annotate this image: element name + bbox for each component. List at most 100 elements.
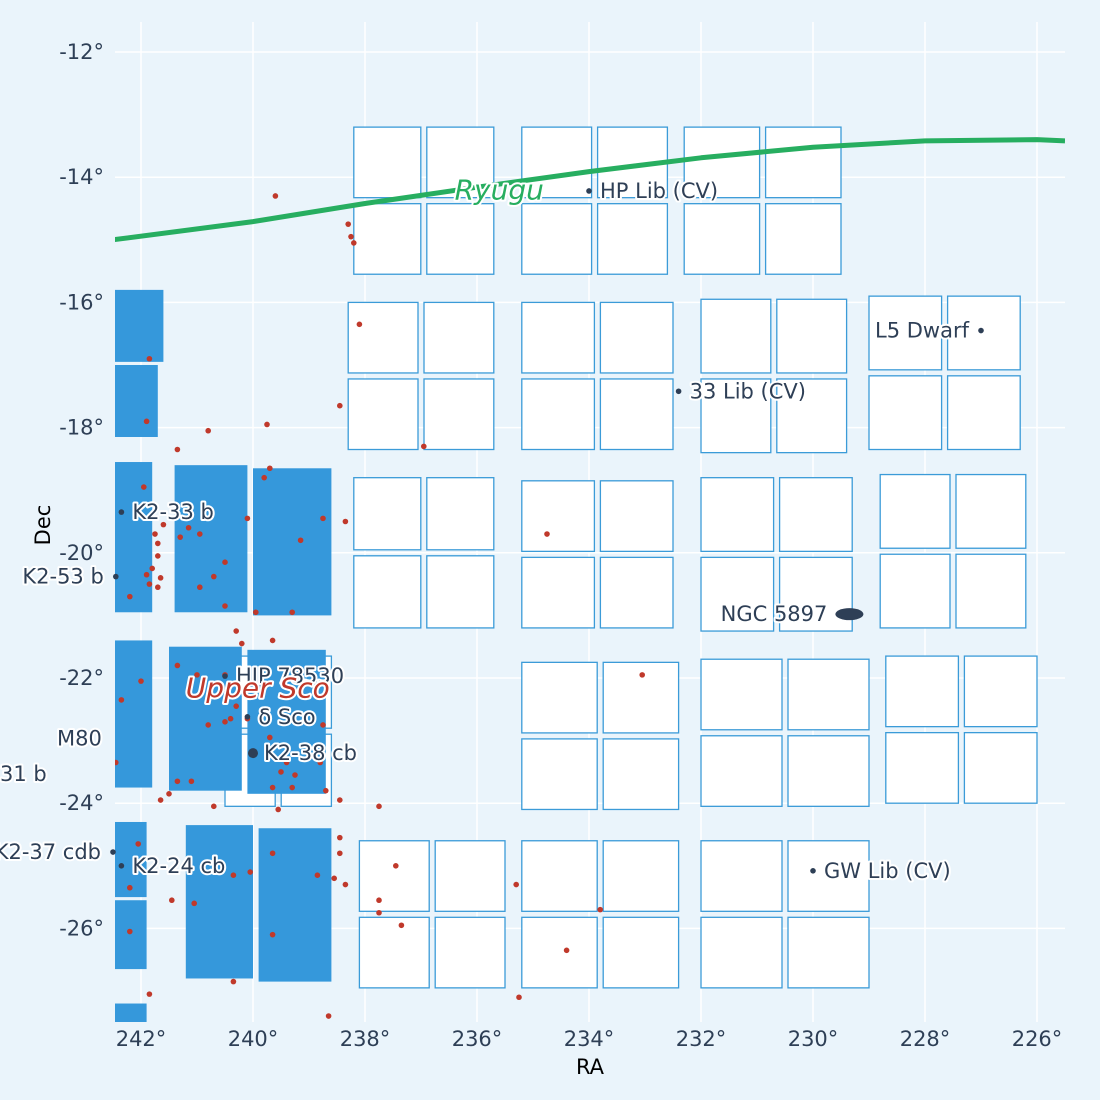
target-label: K2-38 cb <box>264 741 357 765</box>
ccd-outline <box>602 738 680 811</box>
star-point <box>261 474 268 481</box>
camera-field <box>347 301 495 451</box>
star-point <box>177 534 183 540</box>
star-point <box>132 506 139 512</box>
star-point <box>169 897 175 904</box>
star-point <box>143 571 150 578</box>
star-point <box>233 628 239 634</box>
galaxy-label: NGC 5897 <box>721 602 828 626</box>
camera-field <box>700 298 848 454</box>
star-point <box>323 787 329 794</box>
ccd-outline <box>700 735 783 807</box>
star-point <box>421 443 427 450</box>
star-point <box>127 884 133 891</box>
star-point <box>513 881 519 888</box>
region-label: Upper Sco <box>186 671 330 704</box>
star-point <box>244 515 251 522</box>
ccd-filled <box>185 825 253 979</box>
star-point <box>283 759 290 766</box>
star-point <box>314 872 321 878</box>
star-point <box>269 637 276 644</box>
star-point <box>320 515 326 522</box>
ccd-outline <box>879 473 951 549</box>
star-point <box>563 947 570 954</box>
star-point <box>174 778 181 785</box>
star-point <box>149 565 155 572</box>
ccd-outline <box>963 731 1038 804</box>
star-point <box>317 759 324 766</box>
ccd-outline <box>700 556 775 632</box>
target-marker <box>248 748 258 759</box>
target-marker <box>810 868 816 874</box>
star-point <box>205 722 211 728</box>
ccd-filled <box>174 465 248 613</box>
ccd-outline <box>596 203 669 275</box>
ccd-outline <box>599 480 674 553</box>
star-point <box>155 553 161 559</box>
star-point <box>348 233 354 240</box>
star-point <box>115 759 119 766</box>
star-point <box>118 697 125 703</box>
target-label: δ Sco <box>258 705 315 729</box>
ccd-outline <box>787 840 870 912</box>
camera-field <box>700 840 870 989</box>
ccd-outline <box>776 378 848 454</box>
star-point <box>174 662 181 669</box>
ccd-filled <box>115 640 153 788</box>
asteroid-label: Ryugu <box>455 174 544 207</box>
star-point <box>188 778 195 785</box>
star-point <box>297 537 304 544</box>
target-marker <box>675 388 682 395</box>
star-point <box>166 791 172 797</box>
ccd-outline <box>778 477 853 553</box>
star-point <box>267 734 273 741</box>
camera-field <box>700 477 853 632</box>
ccd-outline <box>700 916 783 989</box>
camera-field <box>353 477 495 629</box>
target-marker <box>978 327 984 334</box>
star-point <box>197 584 203 591</box>
y-tick-label: -14° <box>59 165 104 189</box>
ryugu-trail-line <box>115 137 1065 243</box>
ccd-outline <box>521 126 593 199</box>
star-point <box>345 221 352 227</box>
ccd-outline <box>423 301 495 374</box>
ccd-filled <box>258 828 332 982</box>
ccd-outline <box>521 480 596 553</box>
star-point <box>197 531 203 537</box>
ccd-outline <box>353 126 422 199</box>
ccd-outline <box>885 655 960 728</box>
target-label: GW Lib (CV) <box>824 859 951 883</box>
ccd-outline <box>521 301 596 374</box>
ccd-outline <box>521 556 596 629</box>
ccd-filled <box>115 365 158 437</box>
star-point <box>194 672 200 678</box>
ccd-outline <box>596 126 669 199</box>
ccd-outline <box>521 661 598 734</box>
ccd-outline <box>599 556 674 629</box>
camera-field <box>521 840 680 989</box>
star-point <box>398 922 405 929</box>
star-point <box>138 678 144 684</box>
galaxy-marker <box>835 608 864 621</box>
y-tick-label: -18° <box>59 416 104 440</box>
star-point <box>222 559 228 565</box>
star-point <box>127 593 133 600</box>
star-point <box>233 703 239 709</box>
star-point <box>376 803 382 810</box>
ccd-outline <box>787 658 870 731</box>
star-point <box>155 540 161 547</box>
ccd-outline <box>885 731 960 804</box>
target-marker <box>110 849 116 855</box>
ccd-outline <box>963 655 1038 728</box>
ccd-outline <box>700 298 772 374</box>
ccd-outline <box>426 555 495 629</box>
ccd-filled <box>115 900 147 970</box>
target-label: 33 Lib (CV) <box>690 379 806 403</box>
target-label: K2-37 cdb <box>0 840 101 864</box>
star-point <box>267 465 273 472</box>
star-point <box>174 446 181 453</box>
ccd-outline <box>700 658 783 731</box>
x-tick-label: 238° <box>340 1027 391 1051</box>
